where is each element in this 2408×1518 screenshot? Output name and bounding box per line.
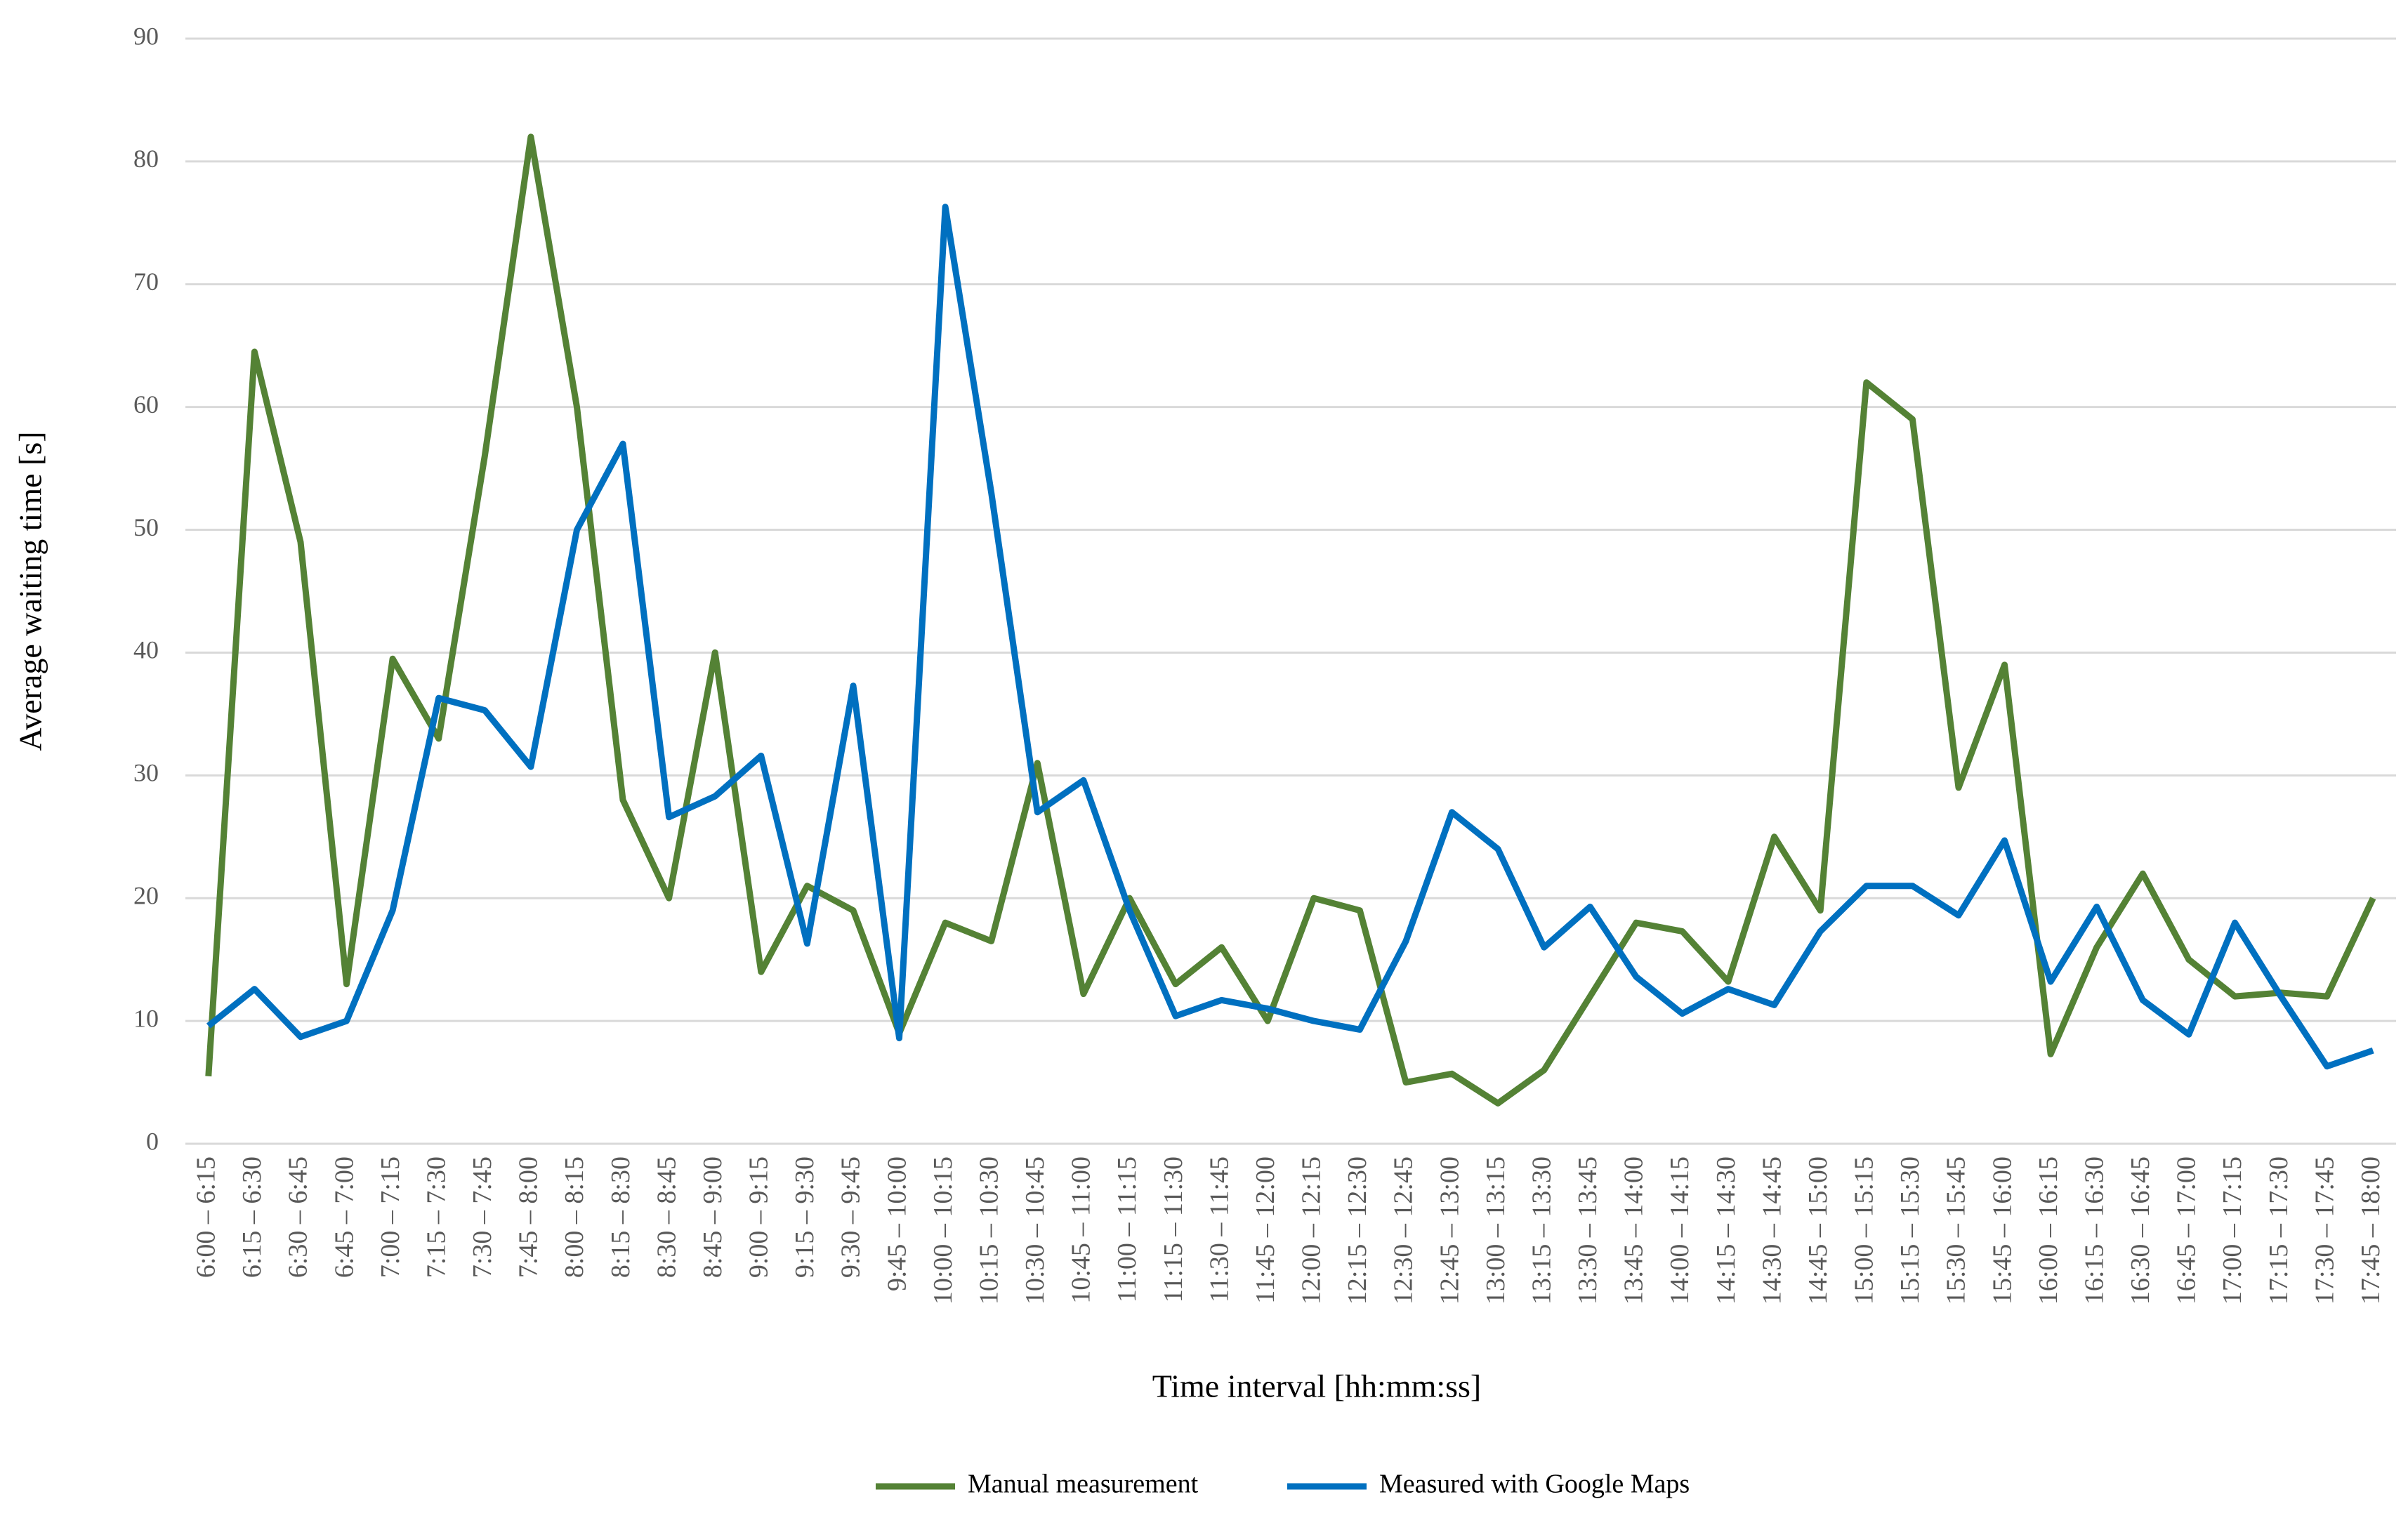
x-tick-label: 14:45 – 15:00 [1803,1156,1833,1305]
x-tick-label: 6:00 – 6:15 [192,1156,221,1278]
x-tick-label: 14:00 – 14:15 [1665,1156,1695,1305]
line-series [206,204,2374,1070]
x-tick-label: 7:45 – 8:00 [514,1156,544,1278]
x-tick-label: 17:00 – 17:15 [2218,1156,2247,1305]
x-tick-label: 16:45 – 17:00 [2172,1156,2202,1305]
legend-label: Manual measurement [968,1470,1199,1499]
x-tick-label: 6:45 – 7:00 [329,1156,359,1278]
x-tick-label: 9:45 – 10:00 [882,1156,912,1291]
x-tick-label: 9:00 – 9:15 [744,1156,774,1278]
x-tick-label: 8:00 – 8:15 [560,1156,589,1278]
x-tick-label: 7:00 – 7:15 [376,1156,405,1278]
x-tick-label: 15:45 – 16:00 [1987,1156,2017,1305]
x-tick-label: 7:15 – 7:30 [421,1156,451,1278]
legend-label: Measured with Google Maps [1379,1470,1690,1499]
y-tick-label: 50 [133,513,159,541]
y-tick-label: 20 [133,881,159,909]
x-tick-label: 7:30 – 7:45 [468,1156,497,1278]
x-tick-label: 12:30 – 12:45 [1389,1156,1419,1305]
x-tick-label: 11:15 – 11:30 [1159,1156,1188,1302]
x-tick-label: 13:00 – 13:15 [1481,1156,1511,1305]
x-tick-label: 8:45 – 9:00 [698,1156,728,1278]
x-tick-label: 16:15 – 16:30 [2079,1156,2109,1305]
x-tick-label: 13:45 – 14:00 [1619,1156,1649,1305]
x-tick-label: 11:00 – 11:15 [1112,1156,1142,1302]
x-tick-label: 13:30 – 13:45 [1573,1156,1603,1305]
x-tick-label: 17:30 – 17:45 [2310,1156,2339,1305]
x-tick-label: 6:30 – 6:45 [284,1156,313,1278]
x-tick-label: 17:15 – 17:30 [2264,1156,2294,1305]
line-series [205,133,2376,1107]
x-tick-label: 10:30 – 10:45 [1020,1156,1050,1305]
x-tick-label: 15:15 – 15:30 [1895,1156,1925,1305]
y-tick-label: 10 [133,1004,159,1032]
x-tick-label: 6:15 – 6:30 [237,1156,267,1278]
x-tick-label: 9:15 – 9:30 [790,1156,820,1278]
x-tick-label: 17:45 – 18:00 [2356,1156,2386,1305]
y-tick-label: 0 [146,1127,159,1155]
y-tick-label: 80 [133,145,159,173]
x-tick-label: 10:15 – 10:30 [974,1156,1004,1305]
x-tick-label: 11:45 – 12:00 [1251,1156,1280,1304]
y-tick-label: 90 [133,22,159,50]
x-tick-label: 10:45 – 11:00 [1067,1156,1096,1304]
x-tick-label: 14:15 – 14:30 [1711,1156,1741,1305]
x-tick-label: 8:15 – 8:30 [606,1156,636,1278]
x-tick-label: 14:30 – 14:45 [1757,1156,1787,1305]
x-tick-label: 15:30 – 15:45 [1942,1156,1971,1305]
x-axis-title: Time interval [hh:mm:ss] [1152,1368,1482,1404]
y-tick-label: 70 [133,268,159,296]
y-tick-label: 30 [133,759,159,787]
x-tick-label: 9:30 – 9:45 [836,1156,866,1278]
y-tick-label: 40 [133,636,159,664]
x-tick-label: 13:15 – 13:30 [1527,1156,1556,1305]
x-tick-label: 16:30 – 16:45 [2126,1156,2155,1305]
x-tick-label: 12:45 – 13:00 [1435,1156,1464,1305]
x-tick-label: 12:00 – 12:15 [1297,1156,1327,1305]
x-tick-label: 15:00 – 15:15 [1850,1156,1879,1305]
x-tick-label: 11:30 – 11:45 [1204,1156,1234,1302]
y-tick-label: 60 [133,390,159,418]
y-axis-title: Average waiting time [s] [13,431,48,751]
x-tick-label: 8:30 – 8:45 [652,1156,681,1278]
x-tick-label: 12:15 – 12:30 [1343,1156,1372,1305]
x-tick-label: 10:00 – 10:15 [928,1156,958,1305]
x-tick-label: 16:00 – 16:15 [2034,1156,2063,1305]
